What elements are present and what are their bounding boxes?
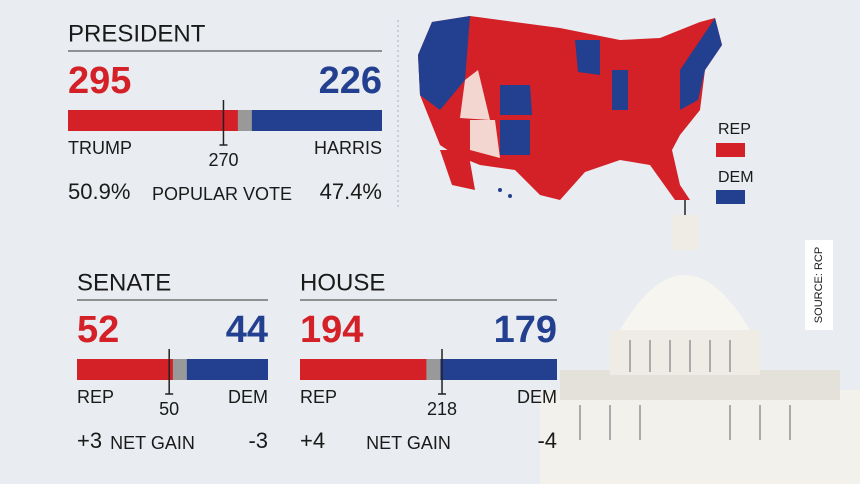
map-il — [612, 70, 628, 110]
map-mn — [575, 40, 600, 75]
threshold-label: 218 — [427, 399, 457, 419]
dem-seats: 44 — [226, 309, 268, 351]
rep-seats: 295 — [68, 60, 131, 102]
us-map — [418, 16, 722, 200]
caption: NET GAIN — [110, 433, 195, 453]
dem-seats: 226 — [319, 60, 382, 102]
dem-label: HARRIS — [314, 138, 382, 158]
map-ne — [680, 18, 722, 110]
rep-bar — [300, 359, 427, 380]
legend-dem-swatch — [716, 190, 745, 204]
legend-rep: REP — [718, 121, 751, 138]
map-west — [418, 16, 470, 110]
rep-net-gain: +3 — [77, 428, 102, 453]
rep-label: REP — [300, 387, 337, 407]
rep-net-gain: +4 — [300, 428, 325, 453]
race-title: PRESIDENT — [68, 20, 206, 47]
dem-net-gain: -3 — [248, 428, 268, 453]
map-co — [500, 85, 532, 115]
dem-bar — [186, 359, 268, 380]
race-title: SENATE — [77, 269, 171, 296]
map-nm — [500, 120, 530, 155]
rep-label: REP — [77, 387, 114, 407]
map-nv — [460, 70, 490, 120]
caption: POPULAR VOTE — [152, 184, 292, 204]
race-title: HOUSE — [300, 269, 385, 296]
dem-bar — [440, 359, 557, 380]
rep-seats: 194 — [300, 309, 363, 351]
map-ak — [440, 150, 475, 190]
map-hi — [498, 188, 502, 192]
dem-seats: 179 — [494, 309, 557, 351]
dem-popular-vote: 47.4% — [320, 179, 382, 204]
rep-bar — [68, 110, 238, 131]
legend-dem: DEM — [718, 169, 754, 186]
threshold-label: 50 — [159, 399, 179, 419]
dem-label: DEM — [228, 387, 268, 407]
rep-seats: 52 — [77, 309, 119, 351]
legend-rep-swatch — [716, 143, 745, 157]
caption: NET GAIN — [366, 433, 451, 453]
capitol — [540, 200, 860, 484]
source: SOURCE: RCP — [813, 247, 825, 323]
rep-bar — [77, 359, 173, 380]
threshold-label: 270 — [208, 150, 238, 170]
source-box — [805, 240, 833, 330]
dem-net-gain: -4 — [537, 428, 557, 453]
map-az — [470, 120, 500, 158]
rep-popular-vote: 50.9% — [68, 179, 130, 204]
dem-bar — [251, 110, 382, 131]
rep-label: TRUMP — [68, 138, 132, 158]
dem-label: DEM — [517, 387, 557, 407]
map-hi — [508, 194, 512, 198]
